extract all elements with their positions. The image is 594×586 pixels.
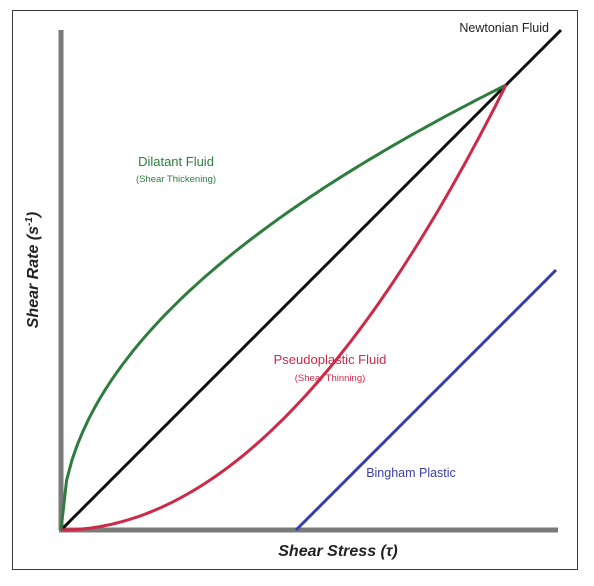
y-axis-title-main: Shear Rate (s	[25, 226, 42, 328]
series-line-pseudoplastic-fluid	[60, 84, 508, 532]
series-sublabel-dilatant-fluid: (Shear Thickening)	[136, 174, 216, 185]
series-label-bingham-plastic: Bingham Plastic	[366, 466, 456, 480]
series-label-dilatant-fluid: Dilatant Fluid	[138, 154, 214, 169]
series-line-newtonian-fluid	[59, 28, 563, 532]
series-line-bingham-plastic	[294, 268, 558, 532]
y-axis-title-close: )	[25, 212, 42, 219]
series-label-pseudoplastic-fluid: Pseudoplastic Fluid	[274, 352, 387, 367]
series-sublabel-pseudoplastic-fluid: (Shear Thinning)	[295, 373, 366, 384]
y-axis-title: Shear Rate (s-1)	[24, 212, 42, 329]
series-line-dilatant-fluid	[59, 83, 507, 531]
series-label-newtonian-fluid: Newtonian Fluid	[459, 21, 549, 35]
x-axis-title: Shear Stress (τ)	[278, 543, 397, 560]
chart-frame	[12, 10, 578, 570]
y-axis-title-sup: -1	[24, 217, 35, 226]
